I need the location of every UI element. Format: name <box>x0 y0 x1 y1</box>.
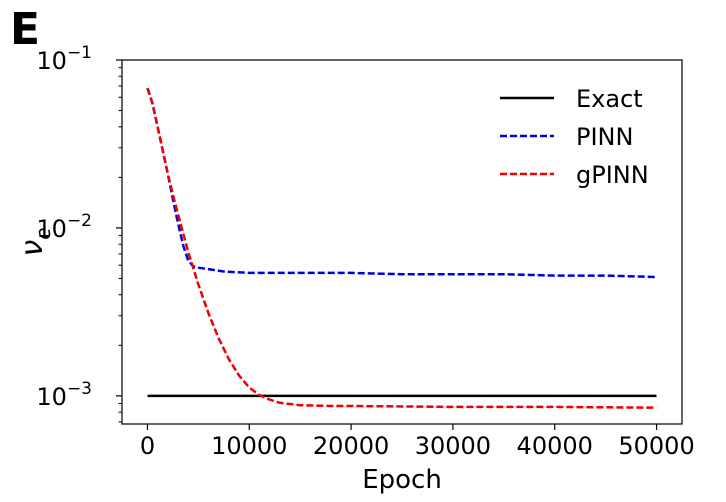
legend: Exact PINN gPINN <box>500 85 649 189</box>
x-tick-label: 30000 <box>415 432 491 460</box>
x-tick-label: 0 <box>140 432 155 460</box>
y-tick-label: 10−2 <box>36 211 92 243</box>
x-tick-label: 10000 <box>211 432 287 460</box>
legend-label-gpinn: gPINN <box>576 161 649 189</box>
plot-frame <box>121 59 683 425</box>
legend-label-pinn: PINN <box>576 123 633 151</box>
y-tick-label: 10−1 <box>36 43 92 75</box>
y-tick-label: 10−3 <box>36 379 92 411</box>
x-tick-label: 50000 <box>618 432 694 460</box>
series-line-gpinn <box>146 87 657 409</box>
panel-label: E <box>10 4 41 55</box>
legend-label-exact: Exact <box>576 85 643 113</box>
x-tick-label: 40000 <box>517 432 593 460</box>
x-axis-label: Epoch <box>362 465 442 495</box>
series-layer <box>146 87 657 409</box>
x-tick-label: 20000 <box>313 432 389 460</box>
y-axis-label: νe <box>15 227 55 256</box>
axes-layer: 0 10000 20000 30000 40000 50000 10−3 10−2 10−1 Ep… <box>15 43 695 495</box>
